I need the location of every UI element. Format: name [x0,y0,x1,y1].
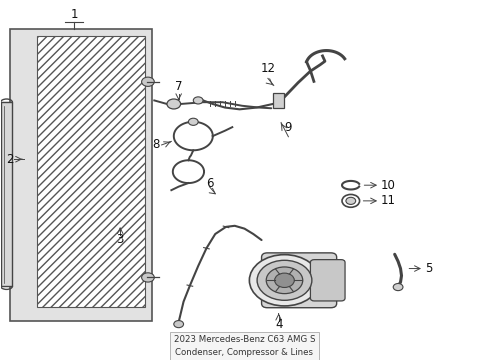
Circle shape [166,99,180,109]
Text: 4: 4 [274,318,282,331]
Circle shape [345,197,355,204]
Bar [0,102,12,286]
Text: 7: 7 [175,80,182,93]
Circle shape [188,118,198,125]
Text: 10: 10 [380,179,395,192]
Bar [37,36,144,307]
Circle shape [193,97,203,104]
Text: 9: 9 [284,121,291,134]
Circle shape [257,260,311,300]
Circle shape [142,77,154,86]
FancyBboxPatch shape [261,253,336,308]
Text: 2: 2 [6,153,13,166]
FancyBboxPatch shape [310,260,345,301]
Circle shape [392,283,402,291]
Text: 11: 11 [380,194,395,207]
Text: 12: 12 [260,63,275,76]
Bar [10,29,152,321]
Bar [272,93,284,108]
Circle shape [142,273,154,282]
Text: 6: 6 [205,176,213,190]
Circle shape [265,267,302,294]
Text: 2023 Mercedes-Benz C63 AMG S
Condenser, Compressor & Lines: 2023 Mercedes-Benz C63 AMG S Condenser, … [173,336,315,357]
Circle shape [249,255,319,306]
Circle shape [274,273,294,288]
Text: 1: 1 [70,8,78,22]
Text: 3: 3 [116,233,123,246]
Circle shape [341,194,359,207]
Text: 8: 8 [152,139,159,152]
Circle shape [173,320,183,328]
Text: 5: 5 [424,262,431,275]
